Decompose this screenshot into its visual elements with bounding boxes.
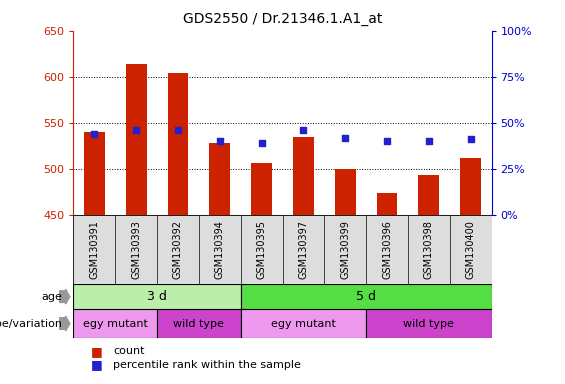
Text: genotype/variation: genotype/variation: [0, 318, 62, 329]
Text: 5 d: 5 d: [356, 290, 376, 303]
FancyArrow shape: [59, 289, 70, 304]
Text: percentile rank within the sample: percentile rank within the sample: [113, 360, 301, 370]
Text: age: age: [41, 291, 62, 302]
Text: GSM130399: GSM130399: [340, 220, 350, 279]
Point: [341, 134, 350, 141]
Bar: [241, 284, 492, 309]
Bar: [241, 309, 366, 338]
Bar: [293, 137, 314, 215]
Bar: [460, 158, 481, 215]
Bar: [125, 64, 147, 215]
Bar: [73, 309, 157, 338]
Text: ■: ■: [90, 345, 102, 358]
Text: wild type: wild type: [173, 318, 224, 329]
Bar: [157, 309, 241, 338]
Text: GSM130391: GSM130391: [89, 220, 99, 279]
Text: egy mutant: egy mutant: [271, 318, 336, 329]
Bar: [209, 143, 231, 215]
Text: ■: ■: [90, 358, 102, 371]
Text: egy mutant: egy mutant: [83, 318, 147, 329]
Bar: [418, 175, 440, 215]
Point: [257, 140, 266, 146]
Text: GSM130392: GSM130392: [173, 220, 183, 279]
FancyArrow shape: [59, 316, 70, 331]
Text: GSM130396: GSM130396: [382, 220, 392, 279]
Bar: [377, 193, 398, 215]
Text: GSM130395: GSM130395: [257, 220, 267, 279]
Text: count: count: [113, 346, 145, 356]
Point: [215, 138, 224, 144]
Point: [173, 127, 182, 133]
Point: [424, 138, 433, 144]
Text: GSM130393: GSM130393: [131, 220, 141, 279]
Text: 3 d: 3 d: [147, 290, 167, 303]
Text: GSM130394: GSM130394: [215, 220, 225, 279]
Text: GSM130397: GSM130397: [298, 220, 308, 279]
Bar: [167, 73, 189, 215]
Bar: [84, 132, 105, 215]
Bar: [334, 169, 356, 215]
Point: [90, 131, 99, 137]
Text: wild type: wild type: [403, 318, 454, 329]
Point: [132, 127, 141, 133]
Point: [383, 138, 392, 144]
Bar: [366, 309, 492, 338]
Bar: [251, 162, 272, 215]
Text: GDS2550 / Dr.21346.1.A1_at: GDS2550 / Dr.21346.1.A1_at: [183, 12, 382, 25]
Point: [299, 127, 308, 133]
Point: [466, 136, 475, 142]
Bar: [73, 284, 241, 309]
Text: GSM130398: GSM130398: [424, 220, 434, 279]
Text: GSM130400: GSM130400: [466, 220, 476, 279]
